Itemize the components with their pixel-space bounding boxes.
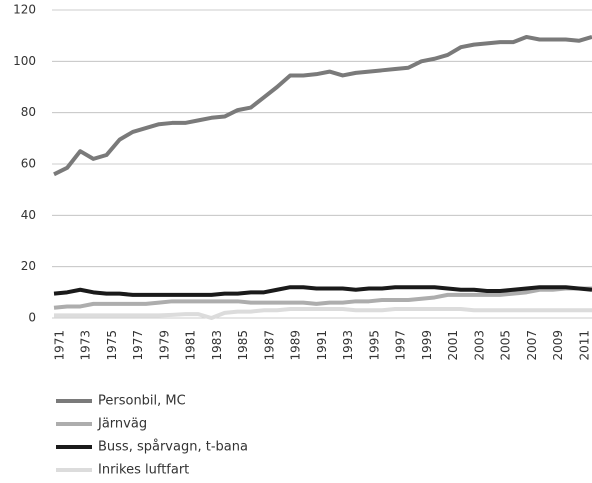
x-tick-label: 1983 [210,330,224,361]
y-tick-label: 20 [21,259,36,273]
y-tick-label: 120 [13,3,36,17]
legend-label: Personbil, MC [98,394,186,409]
x-tick-label: 1995 [367,330,381,361]
legend-label: Buss, spårvagn, t-bana [98,440,248,455]
x-tick-label: 1979 [157,330,171,361]
y-tick-label: 40 [21,208,36,222]
x-tick-label: 1991 [315,330,329,361]
series-line [53,286,592,310]
x-tick-label: 1989 [289,330,303,361]
x-tick-label: 2007 [525,330,539,361]
y-tick-label: 80 [21,105,36,119]
x-tick-label: 2011 [577,330,591,361]
x-tick-label: 2003 [472,330,486,361]
x-tick-label: 1977 [131,330,145,361]
x-tick-label: 1985 [236,330,250,361]
x-tick-label: 1997 [394,330,408,361]
series-line [54,307,592,320]
x-tick-label: 1973 [79,330,93,361]
x-tick-label: 2005 [499,330,513,361]
y-tick-label: 0 [28,311,36,325]
x-tick-label: 2009 [551,330,565,361]
legend-label: Inrikes luftfart [98,463,189,478]
x-tick-label: 1993 [341,330,355,361]
y-tick-label: 60 [21,157,36,171]
x-tick-label: 2001 [446,330,460,361]
y-tick-label: 100 [13,54,36,68]
x-tick-label: 1999 [420,330,434,361]
series-line [53,34,592,177]
x-tick-label: 1981 [184,330,198,361]
series-line [53,285,592,297]
x-tick-label: 1975 [105,330,119,361]
x-tick-label: 1971 [53,330,67,361]
x-tick-label: 1987 [262,330,276,361]
legend-label: Järnväg [97,417,147,432]
